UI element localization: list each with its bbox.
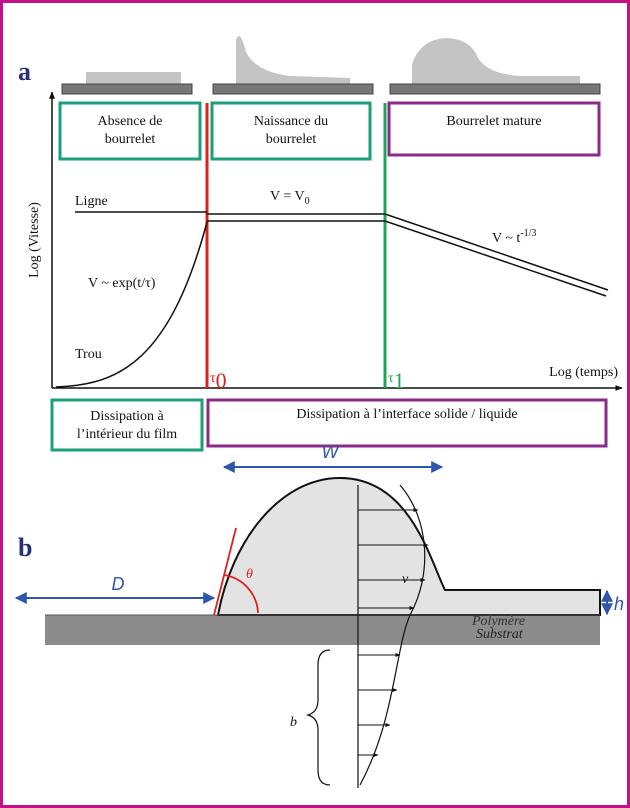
- height-label: h: [614, 594, 624, 614]
- panel-label: b: [18, 533, 32, 562]
- rim-velocity: [207, 214, 608, 296]
- stage-box: [60, 103, 200, 159]
- y-axis-label: Log (Vitesse): [27, 202, 42, 278]
- figure: a Absence de bourrelet Naissance du bourre…: [0, 0, 630, 808]
- stage-box: [212, 103, 370, 159]
- stage-label: Absence de bourrelet: [98, 114, 163, 147]
- width-label: W: [322, 442, 341, 462]
- text-part: Dissipation à l’interface solide / liqui…: [296, 407, 517, 422]
- text-part: Absence de: [98, 114, 163, 129]
- tau1: τ1: [388, 368, 405, 393]
- velocity-label: v: [402, 572, 409, 587]
- text-part: 0: [216, 368, 227, 393]
- stage-label: Naissance du bourrelet: [254, 114, 328, 147]
- dissipation-label: Dissipation à l’interface solide / liqui…: [296, 407, 517, 422]
- panel-label: a: [18, 57, 31, 86]
- text-part: Naissance du: [254, 114, 328, 129]
- x-axis-label: Log (temps): [549, 365, 618, 380]
- v-exp: V ~ exp(t/τ): [88, 276, 156, 291]
- polymer: [218, 478, 600, 615]
- dissipation-box: [52, 400, 202, 450]
- stage-box: [389, 103, 599, 155]
- text-part: 1: [394, 368, 405, 393]
- text-part: bourrelet: [105, 132, 156, 147]
- line-label: Ligne: [75, 194, 108, 209]
- hole-label: Trou: [75, 347, 102, 362]
- tau0: τ0: [210, 368, 227, 393]
- text-part: V ~ t: [492, 231, 520, 246]
- text-part: l’intérieur du film: [77, 427, 177, 442]
- slip-brace: [308, 650, 330, 785]
- dissipation-label: Dissipation à l’intérieur du film: [77, 409, 177, 442]
- text-part: V = V: [270, 189, 305, 204]
- substrate-label: Substrat: [476, 627, 524, 642]
- text-part: Dissipation à: [90, 409, 164, 424]
- hole-velocity: [56, 222, 207, 387]
- text-part: bourrelet: [266, 132, 317, 147]
- text-part: Bourrelet mature: [446, 114, 541, 129]
- text-part: -1/3: [520, 228, 536, 239]
- distance-label: D: [112, 574, 125, 594]
- text-part: 0: [305, 196, 310, 207]
- film-icons: [62, 36, 600, 94]
- angle-label: θ: [246, 567, 253, 582]
- slip-label: b: [290, 715, 297, 730]
- v-const: V = V0: [270, 189, 310, 207]
- v-power: V ~ t-1/3: [492, 228, 536, 246]
- stage-label: Bourrelet mature: [446, 114, 541, 129]
